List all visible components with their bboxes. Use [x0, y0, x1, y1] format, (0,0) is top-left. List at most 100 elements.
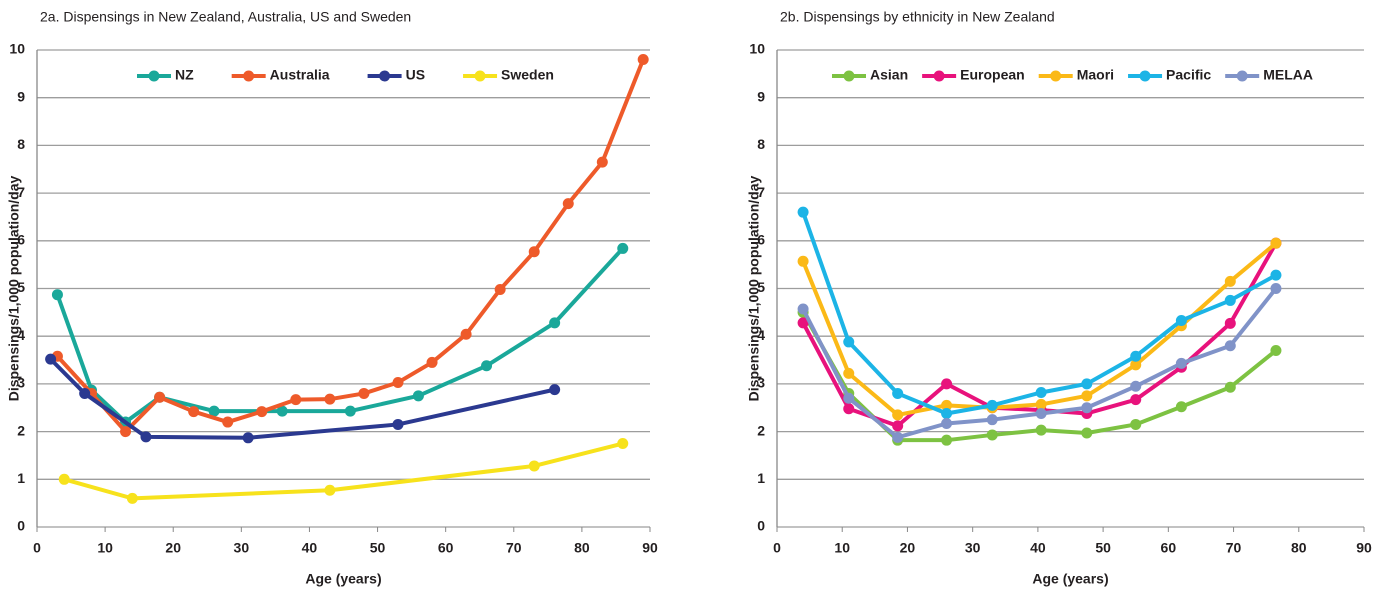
data-point	[941, 407, 953, 419]
data-point	[276, 405, 288, 417]
chart-title: 2a. Dispensings in New Zealand, Australi…	[40, 9, 411, 25]
legend-label: Maori	[1077, 67, 1114, 83]
x-axis-label: Age (years)	[1032, 571, 1108, 587]
data-point	[324, 393, 336, 405]
data-point	[986, 429, 998, 441]
data-point	[843, 403, 855, 415]
y-tick-label: 1	[17, 470, 25, 486]
data-point	[79, 387, 91, 399]
data-point	[140, 431, 152, 443]
data-point	[797, 206, 809, 218]
data-point	[222, 416, 234, 428]
data-point	[596, 156, 608, 168]
data-point	[892, 420, 904, 432]
data-point	[256, 406, 268, 418]
data-point	[242, 432, 254, 444]
legend-label: Australia	[270, 67, 330, 83]
data-point	[941, 434, 953, 446]
legend: Asian European Maori Pacific MELAA	[832, 67, 1313, 83]
x-tick-label: 50	[1095, 540, 1111, 556]
x-tick-label: 30	[965, 540, 981, 556]
data-point	[1130, 394, 1142, 406]
data-point	[1035, 424, 1047, 436]
legend-marker	[148, 70, 160, 82]
data-point	[1130, 380, 1142, 392]
data-point	[892, 387, 904, 399]
data-point	[120, 426, 132, 438]
legend-label: Asian	[870, 67, 908, 83]
y-tick-label: 7	[757, 184, 765, 200]
legend-label: Pacific	[1166, 67, 1211, 83]
legend-marker	[933, 70, 945, 82]
chart-panel: 2a. Dispensings in New Zealand, Australi…	[6, 9, 658, 587]
legend-marker	[1236, 70, 1248, 82]
y-tick-label: 2	[757, 422, 765, 438]
data-point	[1081, 402, 1093, 414]
data-point	[392, 376, 404, 388]
data-point	[528, 246, 540, 258]
legend-marker	[1050, 70, 1062, 82]
data-point	[45, 353, 57, 365]
legend: NZ Australia US Sweden	[137, 67, 554, 83]
legend-marker	[1139, 70, 1151, 82]
legend-marker	[243, 70, 255, 82]
x-tick-label: 90	[1356, 540, 1372, 556]
data-point	[1224, 340, 1236, 352]
data-point	[1081, 427, 1093, 439]
data-point	[344, 405, 356, 417]
chart-title: 2b. Dispensings by ethnicity in New Zeal…	[780, 9, 1055, 25]
data-point	[1270, 345, 1282, 357]
data-point	[58, 473, 70, 485]
data-point	[1081, 390, 1093, 402]
y-axis-label: Dispensings/1,000 population/day	[6, 175, 22, 401]
legend-marker	[379, 70, 391, 82]
data-point	[617, 242, 629, 254]
x-tick-label: 50	[370, 540, 386, 556]
y-axis-label: Dispensings/1,000 population/day	[746, 175, 762, 401]
data-point	[986, 414, 998, 426]
x-tick-label: 70	[506, 540, 522, 556]
x-tick-label: 20	[165, 540, 181, 556]
data-point	[892, 409, 904, 421]
y-tick-label: 0	[757, 518, 765, 534]
y-tick-label: 8	[757, 136, 765, 152]
data-point	[324, 484, 336, 496]
x-tick-label: 90	[642, 540, 658, 556]
data-point	[1175, 357, 1187, 369]
chart-panel: 2b. Dispensings by ethnicity in New Zeal…	[746, 9, 1372, 587]
x-tick-label: 20	[900, 540, 916, 556]
data-point	[494, 283, 506, 295]
data-point	[941, 378, 953, 390]
data-point	[843, 392, 855, 404]
legend-marker	[474, 70, 486, 82]
x-tick-label: 10	[97, 540, 113, 556]
y-tick-label: 10	[9, 41, 25, 57]
data-point	[797, 317, 809, 329]
data-point	[892, 431, 904, 443]
data-point	[797, 303, 809, 315]
x-tick-label: 40	[1030, 540, 1046, 556]
legend-label: NZ	[175, 67, 194, 83]
y-tick-label: 3	[757, 375, 765, 391]
data-point	[1130, 359, 1142, 371]
data-point	[941, 399, 953, 411]
legend-label: US	[406, 67, 425, 83]
data-point	[1130, 350, 1142, 362]
data-point	[208, 405, 220, 417]
series-line	[801, 311, 1278, 443]
data-point	[1270, 269, 1282, 281]
y-tick-label: 6	[17, 232, 25, 248]
legend-label: European	[960, 67, 1025, 83]
data-point	[528, 460, 540, 472]
y-tick-label: 4	[757, 327, 765, 343]
data-point	[126, 492, 138, 504]
y-tick-label: 8	[17, 136, 25, 152]
data-point	[460, 328, 472, 340]
data-point	[1035, 398, 1047, 410]
x-tick-label: 0	[773, 540, 781, 556]
data-point	[562, 198, 574, 210]
x-tick-label: 80	[1291, 540, 1307, 556]
data-point	[1224, 317, 1236, 329]
data-point	[549, 384, 561, 396]
data-point	[1035, 386, 1047, 398]
